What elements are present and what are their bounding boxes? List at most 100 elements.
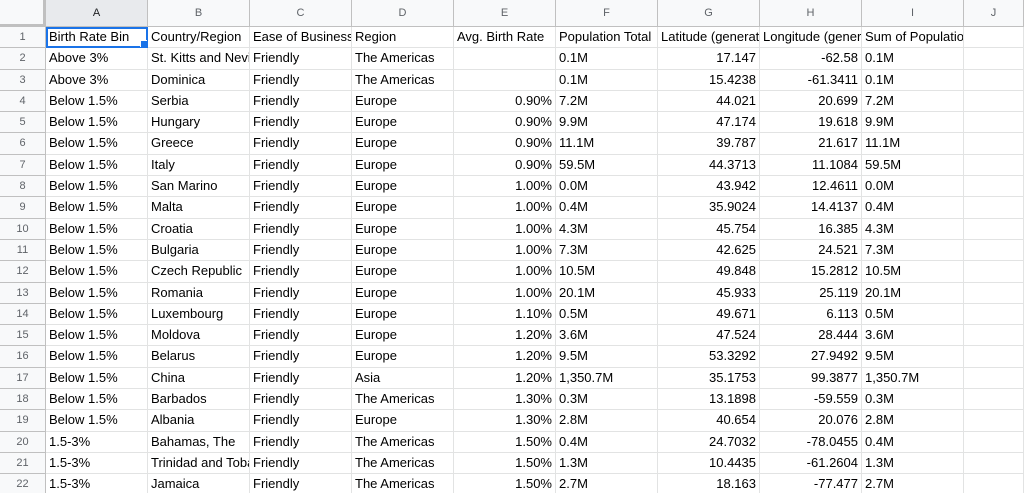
cell-longitude[interactable]: 20.076 [760,410,862,432]
cell-country-region[interactable]: Czech Republic [148,261,250,283]
cell-avg-birth-rate[interactable]: 1.20% [454,346,556,368]
cell-birth-rate-bin[interactable]: Below 1.5% [46,90,148,113]
cell-empty[interactable] [964,133,1024,155]
cell-region[interactable]: Asia [352,367,454,390]
row-number[interactable]: 22 [0,474,46,493]
cell-region[interactable]: Europe [352,346,454,368]
cell-ease-of-business[interactable]: Friendly [250,389,352,411]
cell-sum-population-total[interactable]: 9.5M [862,346,964,368]
cell-sum-population-total[interactable]: 2.7M [862,474,964,493]
column-header-i[interactable]: I [862,0,964,27]
cell-avg-birth-rate[interactable] [454,48,556,70]
cell-population-total[interactable]: 59.5M [556,154,658,177]
cell-population-total[interactable]: 0.3M [556,389,658,411]
cell-ease-of-business[interactable]: Friendly [250,325,352,347]
cell-birth-rate-bin[interactable]: Below 1.5% [46,282,148,304]
cell-longitude[interactable]: 19.618 [760,112,862,134]
cell-sum-population-total[interactable]: 4.3M [862,218,964,240]
cell-latitude[interactable]: 13.1898 [658,389,760,411]
cell-latitude[interactable]: 43.942 [658,176,760,198]
cell-longitude[interactable]: 6.113 [760,303,862,326]
cell-ease-of-business[interactable]: Friendly [250,303,352,326]
cell-birth-rate-bin[interactable]: Below 1.5% [46,133,148,155]
cell-birth-rate-bin[interactable]: Below 1.5% [46,367,148,390]
cell-longitude[interactable]: 28.444 [760,325,862,347]
cell-empty[interactable] [964,452,1024,475]
cell-empty[interactable] [964,112,1024,134]
cell-region[interactable]: Europe [352,133,454,155]
cell-country-region[interactable]: Barbados [148,389,250,411]
cell-population-total[interactable]: 1.3M [556,452,658,475]
cell-avg-birth-rate[interactable]: 1.00% [454,218,556,240]
cell-country-region[interactable]: Moldova [148,325,250,347]
cell-avg-birth-rate[interactable]: 1.00% [454,176,556,198]
cell-sum-population-total[interactable]: 0.4M [862,197,964,219]
cell-region[interactable]: Europe [352,218,454,240]
cell-longitude[interactable]: 27.9492 [760,346,862,368]
cell-birth-rate-bin[interactable]: Below 1.5% [46,218,148,240]
cell-region[interactable]: Europe [352,176,454,198]
cell-sum-population-total[interactable]: 1,350.7M [862,367,964,390]
cell-population-total[interactable]: 0.1M [556,69,658,91]
cell-birth-rate-bin[interactable]: Below 1.5% [46,112,148,134]
cell-avg-birth-rate[interactable]: 1.20% [454,325,556,347]
column-header-f[interactable]: F [556,0,658,27]
cell-ease-of-business[interactable]: Friendly [250,452,352,475]
row-number[interactable]: 8 [0,176,46,198]
cell-empty[interactable] [964,239,1024,262]
cell-sum-population-total[interactable]: 0.1M [862,69,964,91]
cell-ease-of-business[interactable]: Friendly [250,367,352,390]
cell-region[interactable]: Europe [352,410,454,432]
cell-country-region[interactable]: Romania [148,282,250,304]
cell-empty[interactable] [964,389,1024,411]
cell-latitude[interactable]: 42.625 [658,239,760,262]
cell-sum-population-total[interactable]: 0.3M [862,389,964,411]
cell-empty[interactable] [964,346,1024,368]
row-number[interactable]: 9 [0,197,46,219]
cell-ease-of-business[interactable]: Friendly [250,346,352,368]
row-number[interactable]: 1 [0,27,46,49]
column-header-e[interactable]: E [454,0,556,27]
row-number[interactable]: 16 [0,346,46,368]
row-number[interactable]: 4 [0,90,46,113]
column-header-h[interactable]: H [760,0,862,27]
cell-longitude[interactable]: -61.3411 [760,69,862,91]
cell-longitude[interactable]: 24.521 [760,239,862,262]
cell-ease-of-business[interactable]: Friendly [250,90,352,113]
cell-empty[interactable] [964,474,1024,493]
cell-longitude[interactable]: 12.4611 [760,176,862,198]
cell-sum-population-total[interactable]: 11.1M [862,133,964,155]
cell-region[interactable]: Europe [352,90,454,113]
cell-sum-population-total[interactable]: 20.1M [862,282,964,304]
cell-sum-population-total[interactable]: Sum of Population Total [862,27,964,49]
row-number[interactable]: 19 [0,410,46,432]
cell-region[interactable]: The Americas [352,474,454,493]
cell-region[interactable]: Europe [352,112,454,134]
cell-country-region[interactable]: Croatia [148,218,250,240]
cell-region[interactable]: Region [352,27,454,49]
cell-empty[interactable] [964,410,1024,432]
cell-population-total[interactable]: Population Total [556,27,658,49]
cell-country-region[interactable]: Italy [148,154,250,177]
cell-latitude[interactable]: 49.671 [658,303,760,326]
cell-ease-of-business[interactable]: Friendly [250,261,352,283]
row-number[interactable]: 3 [0,69,46,91]
cell-population-total[interactable]: 1,350.7M [556,367,658,390]
cell-longitude[interactable]: 11.1084 [760,154,862,177]
cell-country-region[interactable]: Country/Region [148,27,250,49]
row-number[interactable]: 10 [0,218,46,240]
cell-latitude[interactable]: 35.9024 [658,197,760,219]
cell-sum-population-total[interactable]: 0.0M [862,176,964,198]
row-number[interactable]: 11 [0,239,46,262]
cell-ease-of-business[interactable]: Friendly [250,69,352,91]
cell-region[interactable]: The Americas [352,431,454,453]
cell-avg-birth-rate[interactable]: 1.50% [454,452,556,475]
cell-longitude[interactable]: 99.3877 [760,367,862,390]
cell-country-region[interactable]: Greece [148,133,250,155]
cell-birth-rate-bin[interactable]: Below 1.5% [46,197,148,219]
cell-country-region[interactable]: Luxembourg [148,303,250,326]
cell-population-total[interactable]: 9.9M [556,112,658,134]
cell-avg-birth-rate[interactable]: 1.00% [454,261,556,283]
cell-country-region[interactable]: Bulgaria [148,239,250,262]
cell-population-total[interactable]: 7.3M [556,239,658,262]
